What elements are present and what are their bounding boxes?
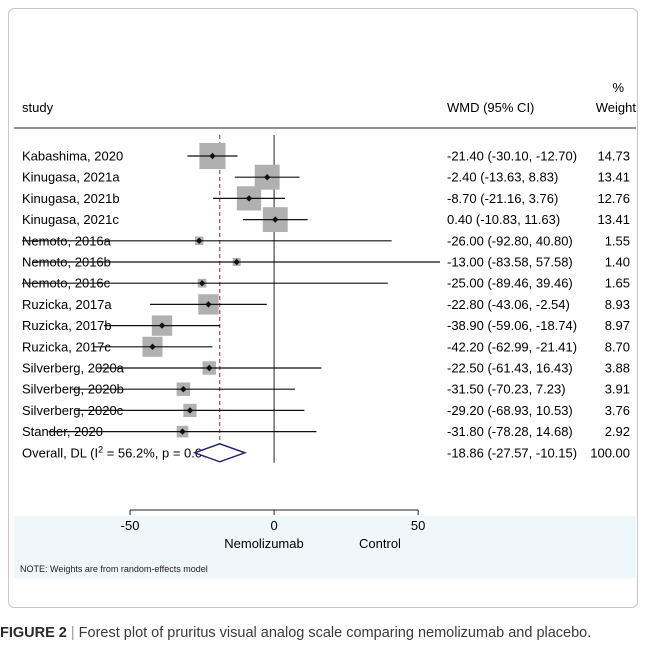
study-label: Silverberg, 2020a	[22, 361, 125, 376]
point-estimate	[198, 280, 206, 287]
ci-text: -42.20 (-62.99, -21.41)	[447, 339, 577, 354]
ci-text: -31.50 (-70.23, 7.23)	[447, 382, 566, 397]
study-row-2: Kinugasa, 2021b -8.70 (-21.16, 3.76) 12.76	[22, 186, 630, 211]
figure-frame	[8, 8, 638, 608]
study-row-12: Silverberg, 2020c -29.20 (-68.93, 10.53) 3…	[22, 403, 630, 418]
weight-text: 12.76	[597, 191, 630, 206]
weight-text: 13.41	[597, 170, 630, 185]
point-estimate	[209, 152, 216, 160]
point-estimate	[206, 364, 213, 372]
study-row-0: Kabashima, 2020 -21.40 (-30.10, -12.70) 14…	[22, 142, 630, 170]
overall-weight-text: 100.00	[590, 445, 630, 460]
point-estimate	[195, 237, 203, 244]
point-estimate	[180, 386, 187, 393]
point-estimate	[205, 301, 212, 308]
ci-text: -13.00 (-83.58, 57.58)	[447, 255, 573, 270]
header-weight-pct: %	[612, 80, 624, 95]
weight-text: 8.97	[605, 318, 630, 333]
header-effect: WMD (95% CI)	[447, 100, 534, 115]
overall-ci-text: -18.86 (-27.57, -10.15)	[447, 445, 577, 460]
weights-note: NOTE: Weights are from random-effects mo…	[20, 564, 208, 574]
x-tick-label: 50	[411, 518, 425, 533]
caption-text: Forest plot of pruritus visual analog sc…	[78, 625, 592, 641]
ci-text: -31.80 (-78.28, 14.68)	[447, 424, 573, 439]
point-estimate	[245, 195, 253, 202]
weight-text: 1.65	[605, 276, 630, 291]
x-tick-label: -50	[121, 518, 140, 533]
study-row-3: Kinugasa, 2021c 0.40 (-10.83, 11.63) 13.41	[22, 207, 630, 233]
point-estimate	[272, 216, 279, 223]
header-study: study	[22, 100, 54, 115]
study-row-5: Nemoto, 2016b -13.00 (-83.58, 57.58) 1.40	[22, 255, 630, 270]
overall-diamond	[192, 443, 247, 463]
study-row-11: Silverberg, 2020b -31.50 (-70.23, 7.23) 3.…	[22, 382, 630, 397]
axis-right-label: Control	[359, 536, 401, 551]
weight-text: 3.91	[605, 382, 630, 397]
study-rows: Kabashima, 2020 -21.40 (-30.10, -12.70) 14…	[22, 135, 630, 463]
study-row-1: Kinugasa, 2021a -2.40 (-13.63, 8.83) 13.41	[22, 164, 630, 190]
ci-text: 0.40 (-10.83, 11.63)	[447, 212, 560, 227]
header-weight: Weight	[596, 100, 637, 115]
point-estimate	[149, 343, 156, 350]
study-row-4: Nemoto, 2016a -26.00 (-92.80, 40.80) 1.55	[22, 233, 630, 248]
ci-text: -22.50 (-61.43, 16.43)	[447, 361, 573, 376]
ci-text: -2.40 (-13.63, 8.83)	[447, 170, 558, 185]
weight-text: 13.41	[597, 212, 630, 227]
study-label: Silverberg, 2020c	[22, 403, 124, 418]
forest-plot: % study WMD (95% CI) Weight Kabashima, 2…	[14, 80, 637, 551]
point-estimate	[263, 174, 271, 181]
point-estimate	[186, 407, 194, 414]
ci-text: -38.90 (-59.06, -18.74)	[447, 318, 577, 333]
ci-text: -29.20 (-68.93, 10.53)	[447, 403, 573, 418]
axis-panel	[14, 516, 636, 578]
study-row-7: Ruzicka, 2017a -22.80 (-43.06, -2.54) 8.93	[22, 294, 630, 315]
caption-label: FIGURE 2	[0, 625, 67, 641]
caption-separator: |	[70, 625, 75, 641]
overall-row: Overall, DL (I2 = 56.2%, p = 0.005) -18.8…	[22, 443, 630, 463]
study-row-13: Stander, 2020 -31.80 (-78.28, 14.68) 2.92	[22, 424, 630, 439]
study-label: Ruzicka, 2017c	[22, 339, 111, 354]
weight-text: 3.88	[605, 361, 630, 376]
ci-text: -22.80 (-43.06, -2.54)	[447, 297, 570, 312]
ci-text: -25.00 (-89.46, 39.46)	[447, 276, 573, 291]
study-row-9: Ruzicka, 2017c -42.20 (-62.99, -21.41) 8.7…	[22, 336, 630, 357]
point-estimate	[158, 322, 166, 329]
overall-label: Overall, DL (I2 = 56.2%, p = 0.005)	[22, 444, 221, 460]
weight-text: 2.92	[605, 424, 630, 439]
figure-caption: FIGURE 2 | Forest plot of pruritus visual …	[0, 622, 640, 644]
weight-text: 14.73	[597, 149, 630, 164]
x-tick-label: 0	[270, 518, 277, 533]
axis-left-label: Nemolizumab	[224, 536, 303, 551]
study-label: Kabashima, 2020	[22, 149, 123, 164]
ci-text: -26.00 (-92.80, 40.80)	[447, 233, 573, 248]
weight-text: 8.70	[605, 339, 630, 354]
ci-text: -8.70 (-21.16, 3.76)	[447, 191, 558, 206]
study-label: Kinugasa, 2021b	[22, 191, 120, 206]
study-row-6: Nemoto, 2016c -25.00 (-89.46, 39.46) 1.65	[22, 276, 630, 291]
study-label: Ruzicka, 2017a	[22, 297, 112, 312]
study-label: Ruzicka, 2017b	[22, 318, 112, 333]
weight-text: 1.40	[605, 255, 630, 270]
x-axis: -50 0 50	[121, 509, 425, 533]
point-estimate	[233, 258, 240, 266]
study-label: Kinugasa, 2021c	[22, 212, 119, 227]
weight-text: 8.93	[605, 297, 630, 312]
study-row-10: Silverberg, 2020a -22.50 (-61.43, 16.43) 3…	[22, 361, 630, 376]
weight-text: 3.76	[605, 403, 630, 418]
study-row-8: Ruzicka, 2017b -38.90 (-59.06, -18.74) 8.9…	[22, 315, 630, 336]
weight-text: 1.55	[605, 233, 630, 248]
point-estimate	[179, 428, 186, 435]
study-label: Kinugasa, 2021a	[22, 170, 120, 185]
ci-text: -21.40 (-30.10, -12.70)	[447, 149, 577, 164]
